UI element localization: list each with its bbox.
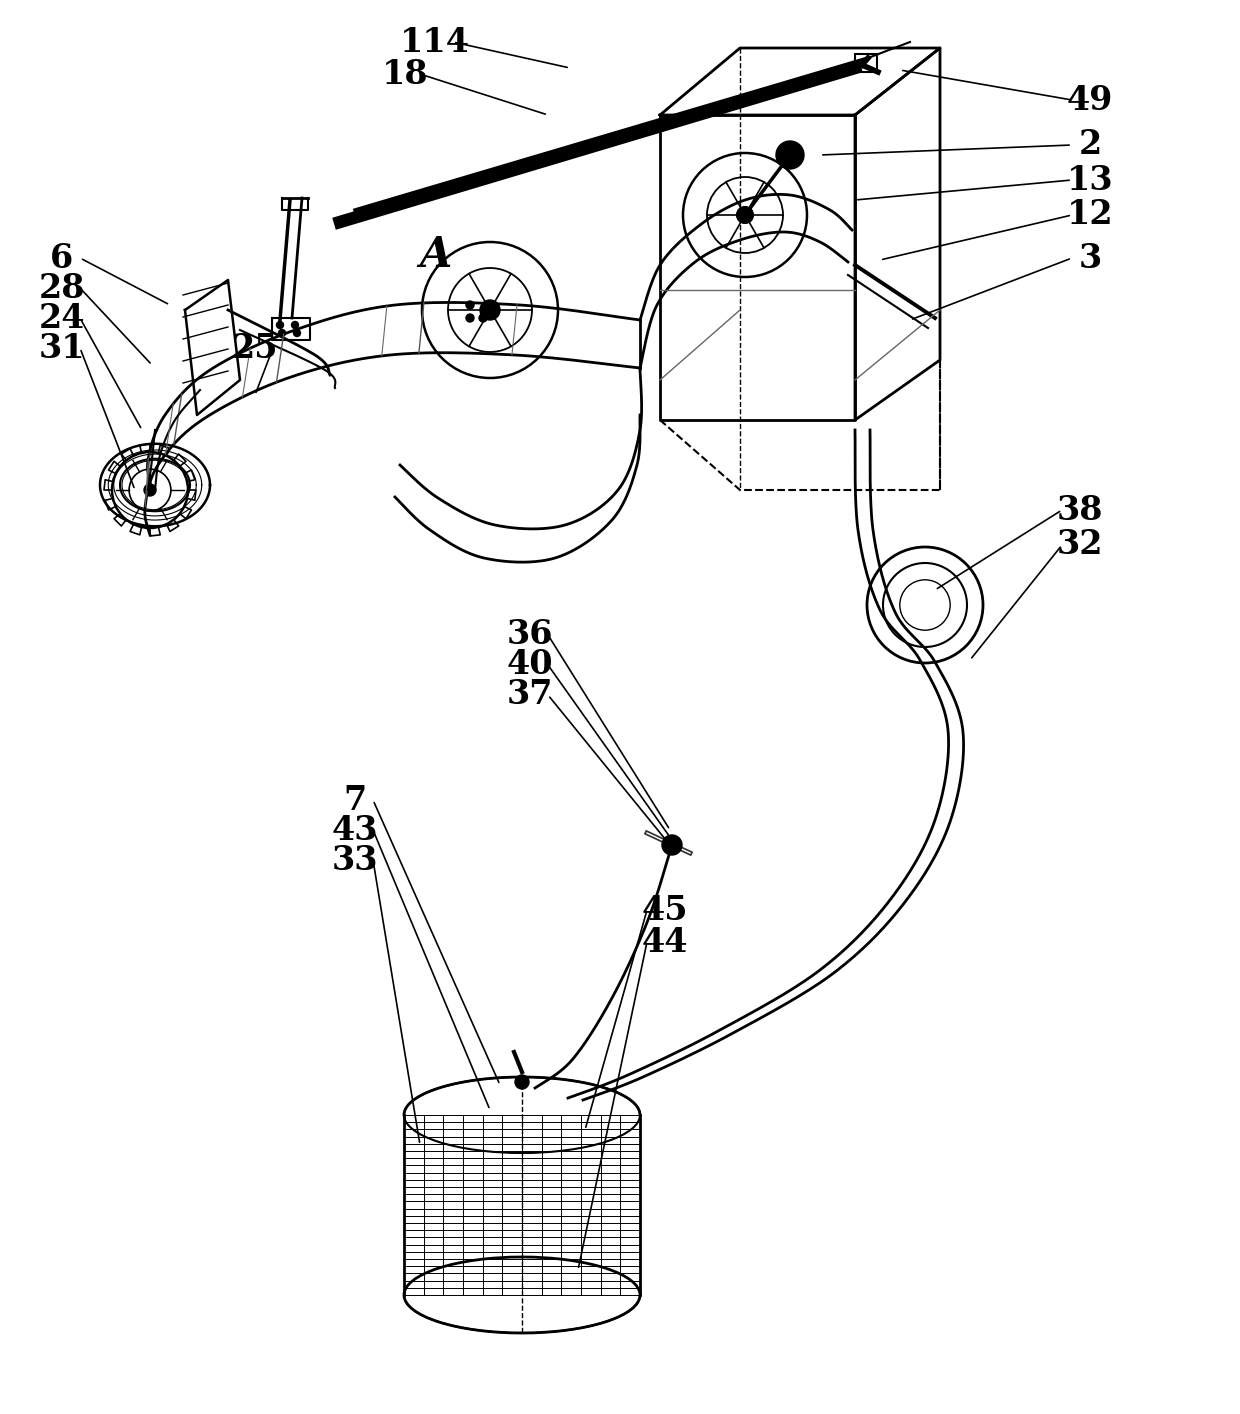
- Circle shape: [737, 206, 753, 223]
- Circle shape: [291, 321, 299, 328]
- Text: 25: 25: [232, 331, 278, 365]
- Text: 38: 38: [1056, 493, 1104, 526]
- Circle shape: [466, 301, 474, 310]
- Text: 18: 18: [382, 58, 428, 92]
- Text: 2: 2: [1079, 129, 1101, 161]
- Circle shape: [277, 321, 284, 328]
- Text: 36: 36: [507, 618, 553, 652]
- Circle shape: [515, 1075, 529, 1089]
- Text: 32: 32: [1056, 529, 1104, 561]
- Text: 7: 7: [343, 783, 367, 816]
- Circle shape: [776, 141, 804, 170]
- Text: 44: 44: [642, 926, 688, 959]
- Text: 40: 40: [507, 649, 553, 682]
- Text: 45: 45: [642, 894, 688, 926]
- Text: 43: 43: [332, 813, 378, 847]
- Text: 37: 37: [507, 679, 553, 711]
- Text: 13: 13: [1066, 164, 1114, 197]
- Text: 49: 49: [1066, 83, 1114, 116]
- Circle shape: [479, 314, 487, 322]
- FancyBboxPatch shape: [856, 54, 877, 72]
- Text: 12: 12: [1066, 198, 1114, 232]
- Circle shape: [466, 314, 474, 322]
- Circle shape: [279, 329, 285, 337]
- Text: 31: 31: [38, 331, 86, 365]
- Circle shape: [480, 300, 500, 320]
- Text: 33: 33: [332, 844, 378, 877]
- Text: A: A: [419, 233, 451, 276]
- Text: 114: 114: [401, 25, 470, 58]
- Text: 3: 3: [1079, 242, 1101, 274]
- Text: 6: 6: [51, 242, 73, 274]
- Circle shape: [294, 329, 300, 337]
- Circle shape: [662, 836, 682, 855]
- Text: 28: 28: [38, 271, 86, 304]
- Text: 24: 24: [38, 301, 86, 335]
- Circle shape: [144, 484, 156, 496]
